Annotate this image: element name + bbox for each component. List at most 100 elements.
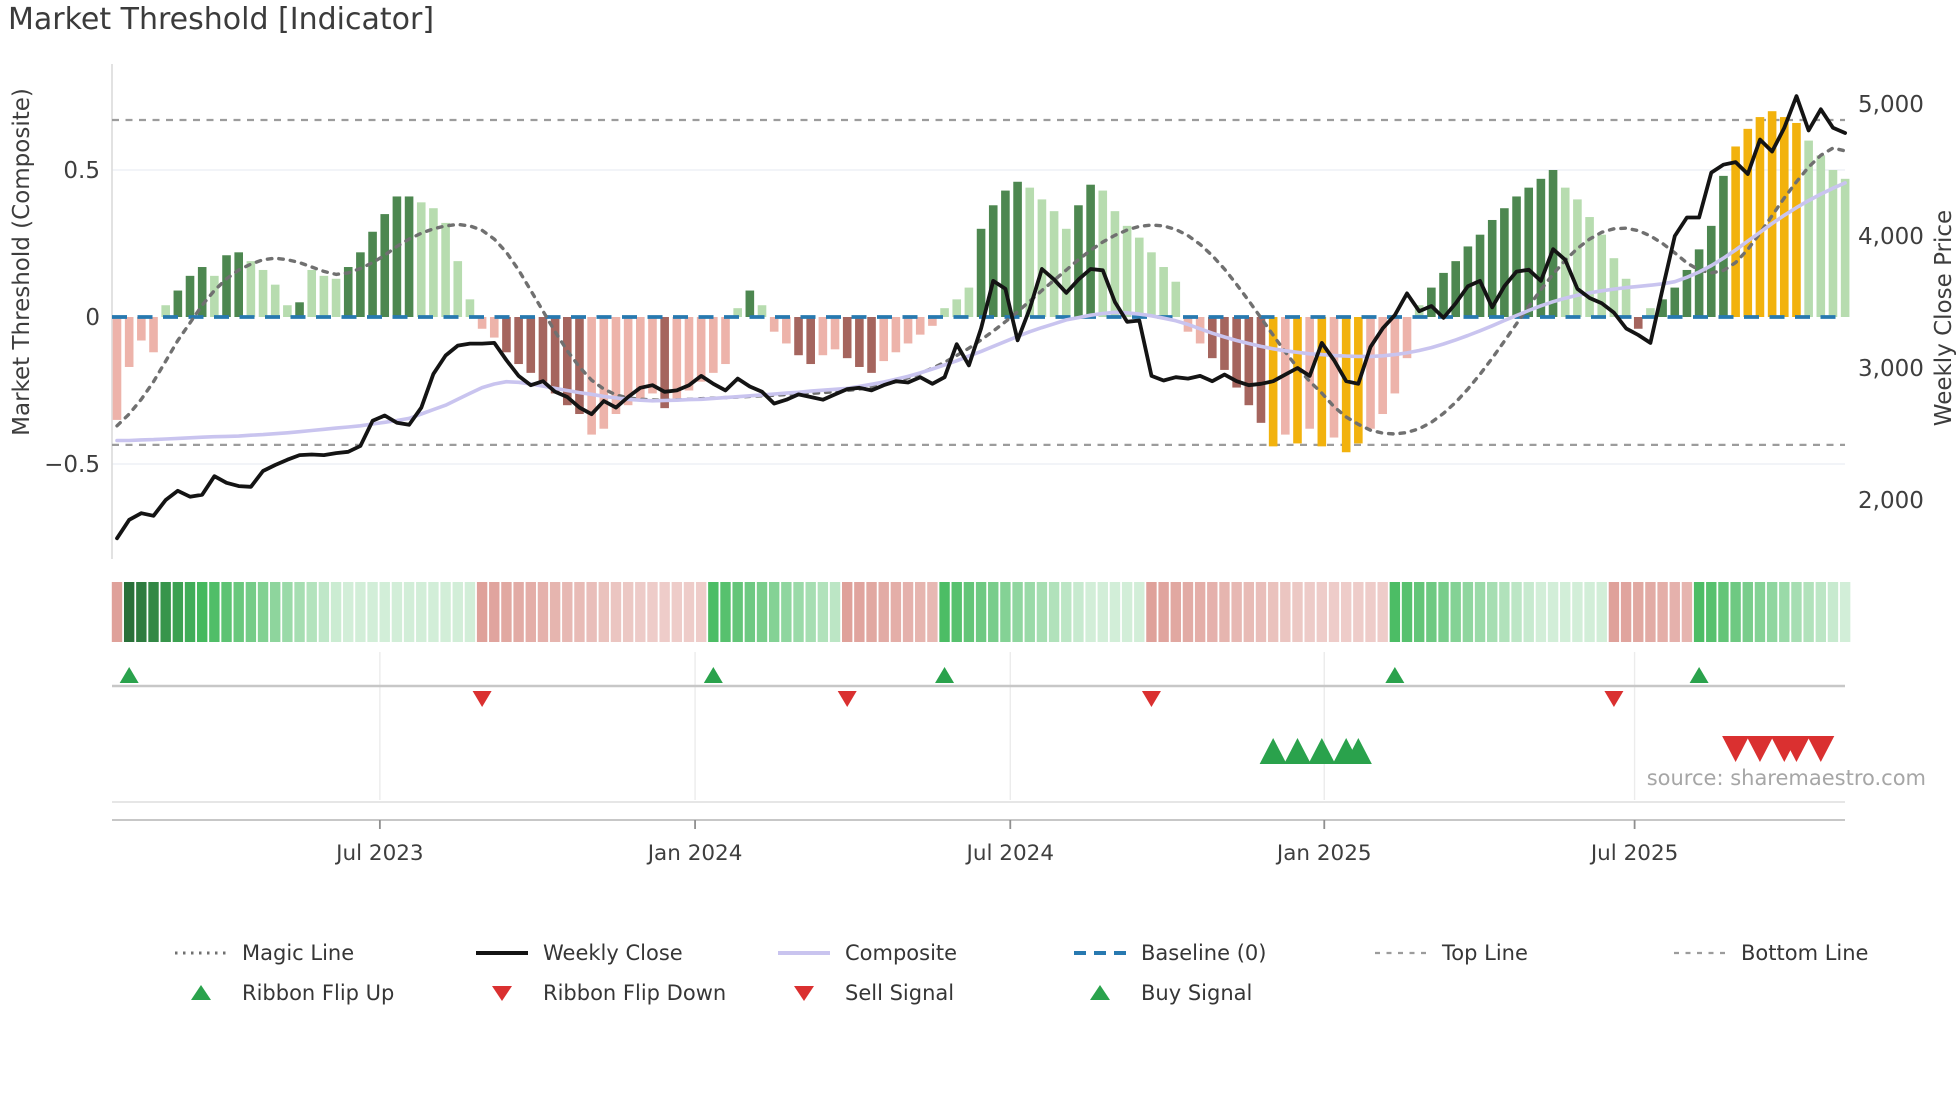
threshold-bar <box>623 317 633 406</box>
reference-lines <box>112 118 1845 447</box>
threshold-bar <box>368 231 377 317</box>
threshold-bar <box>721 317 730 365</box>
threshold-bar <box>1208 317 1217 359</box>
threshold-bar <box>1694 249 1704 317</box>
sell-signal-marker <box>1722 736 1750 762</box>
market-threshold-chart: 0.5 0 −0.5 5,000 4,000 3,000 2,000 Jul 2023 Jan … <box>44 64 1924 866</box>
threshold-bar <box>1548 170 1558 317</box>
legend-label: Sell Signal <box>845 981 955 1005</box>
threshold-bar <box>307 269 317 317</box>
tick-label: 2,000 <box>1858 488 1924 514</box>
threshold-bar <box>234 252 243 317</box>
threshold-bar <box>502 317 511 353</box>
legend-label: Baseline (0) <box>1141 941 1267 965</box>
threshold-bar <box>636 317 645 400</box>
threshold-bar <box>1658 299 1667 317</box>
tick-label: 0.5 <box>63 158 100 184</box>
threshold-bar <box>903 317 913 344</box>
legend-item-top-line: Top Line <box>1372 938 1528 968</box>
threshold-bar <box>818 317 828 356</box>
threshold-bar <box>416 202 426 317</box>
tick-label: 5,000 <box>1858 92 1924 118</box>
threshold-bar <box>1682 269 1692 317</box>
chart-legend: Magic Line Weekly Close Composite Baseli… <box>0 930 1960 1020</box>
line-series <box>112 94 1847 541</box>
legend-item-bottom-line: Bottom Line <box>1671 938 1868 968</box>
threshold-bar <box>1025 187 1035 317</box>
threshold-bar <box>538 317 548 382</box>
threshold-bar <box>1633 317 1643 329</box>
threshold-bar <box>988 205 998 317</box>
legend-label: Buy Signal <box>1141 981 1253 1005</box>
signal-rows <box>112 652 1845 829</box>
legend-item-ribbon-flip-down: Ribbon Flip Down <box>473 978 726 1008</box>
legend-item-composite: Composite <box>775 938 957 968</box>
threshold-bar <box>319 275 329 317</box>
ribbon-strip <box>111 582 1851 642</box>
threshold-bar <box>1792 122 1801 318</box>
threshold-bar <box>1098 190 1108 317</box>
threshold-bar <box>112 317 122 420</box>
threshold-bar <box>1670 287 1680 317</box>
ribbon-flip-down-marker <box>837 691 857 707</box>
threshold-bar <box>672 317 682 400</box>
legend-label: Magic Line <box>242 941 355 965</box>
ribbon-flip-down-marker <box>1141 691 1161 707</box>
threshold-bar <box>648 317 657 394</box>
magic-line <box>115 146 1847 436</box>
threshold-bar <box>562 317 572 406</box>
weekly-close-line <box>115 94 1847 541</box>
buy-signal-icon <box>1090 985 1110 1000</box>
threshold-bar <box>1037 199 1047 317</box>
ribbon-flip-up-marker <box>935 667 955 683</box>
threshold-bar <box>1171 281 1181 317</box>
threshold-bar <box>1621 278 1631 317</box>
ribbon-flip-up-marker <box>119 667 139 683</box>
threshold-bar <box>976 228 986 317</box>
threshold-bar <box>124 317 134 367</box>
threshold-bar <box>1110 211 1120 317</box>
tick-label: 0 <box>85 305 100 331</box>
magic-line-swatch <box>175 951 227 955</box>
page-title: Market Threshold [Indicator] <box>8 2 435 37</box>
threshold-bar <box>1341 317 1351 453</box>
bottom-line-swatch <box>1674 951 1726 955</box>
tick-label: Jan 2024 <box>646 841 743 866</box>
buy-signal-marker <box>1259 738 1287 764</box>
threshold-bar <box>696 317 706 382</box>
threshold-bar <box>137 317 146 341</box>
source-credit: source: sharemaestro.com <box>1646 766 1926 790</box>
threshold-bar <box>331 278 341 317</box>
tick-label: 3,000 <box>1858 356 1924 382</box>
ribbon-flip-up-icon <box>191 985 211 1000</box>
threshold-bar <box>782 317 791 344</box>
threshold-bar <box>842 317 852 359</box>
threshold-bar <box>660 317 669 409</box>
legend-label: Bottom Line <box>1741 941 1869 965</box>
threshold-bar <box>477 317 487 329</box>
threshold-bar <box>1147 252 1156 317</box>
threshold-bar <box>1646 308 1655 317</box>
threshold-bar <box>526 317 536 373</box>
threshold-bar <box>745 290 755 317</box>
threshold-bar <box>915 317 925 335</box>
threshold-bar <box>1512 196 1521 317</box>
threshold-bar <box>197 267 207 317</box>
threshold-bar <box>1134 237 1144 317</box>
threshold-bar <box>1061 228 1071 317</box>
legend-label: Top Line <box>1442 941 1528 965</box>
threshold-bar <box>453 261 463 317</box>
threshold-bar <box>1013 181 1022 317</box>
threshold-bar <box>1402 317 1412 359</box>
threshold-bar <box>1475 234 1485 317</box>
threshold-bar <box>928 317 937 326</box>
threshold-bar <box>356 252 365 317</box>
threshold-bar <box>161 305 170 317</box>
threshold-bar <box>489 317 499 338</box>
threshold-bar <box>210 275 219 317</box>
threshold-bar <box>1585 217 1594 317</box>
threshold-bar <box>149 317 158 353</box>
weekly-close-swatch <box>476 951 528 955</box>
threshold-bar <box>1463 246 1473 317</box>
